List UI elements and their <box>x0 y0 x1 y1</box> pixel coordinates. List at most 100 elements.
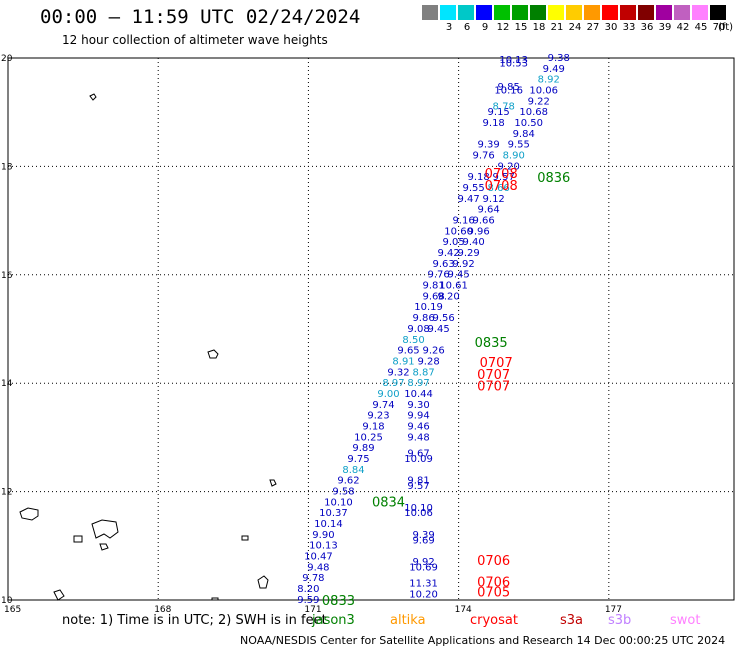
x-tick-label: 168 <box>154 605 171 615</box>
legend-swatch <box>674 5 690 20</box>
legend-label: 9 <box>481 22 489 33</box>
y-tick-label: 12 <box>1 488 12 498</box>
wave-height-label: 9.12 <box>483 194 505 205</box>
wave-height-label: 9.55 <box>508 140 530 151</box>
wave-height-label: 9.39 <box>478 140 500 151</box>
legend-label: 30 <box>604 22 618 33</box>
pass-time-label: 0708 <box>485 179 518 194</box>
wave-height-label: 9.89 <box>352 443 374 454</box>
wave-height-label: 8.92 <box>538 75 560 86</box>
wave-height-label: 9.16 <box>452 216 474 227</box>
legend-label: 27 <box>586 22 600 33</box>
wave-height-label: 9.23 <box>367 411 389 422</box>
wave-height-label: 9.38 <box>548 53 570 64</box>
wave-height-label: 10.69 <box>409 562 438 573</box>
legend-label: 18 <box>532 22 546 33</box>
satellite-name: swot <box>670 613 701 628</box>
legend-swatch <box>656 5 672 20</box>
wave-height-label: 10.06 <box>529 85 558 96</box>
x-tick-label: 177 <box>605 605 622 615</box>
grid-lines <box>7 57 734 601</box>
legend-label: 42 <box>676 22 690 33</box>
axis-ticks: 165 168 171 174 177 10 12 14 16 18 20 <box>1 54 622 615</box>
legend-swatch <box>440 5 456 20</box>
wave-height-label: 9.46 <box>407 421 429 432</box>
wave-height-label: 9.45 <box>427 324 449 335</box>
wave-height-label: 10.68 <box>519 107 548 118</box>
wave-height-label: 10.61 <box>439 281 468 292</box>
wave-height-label: 9.92 <box>452 259 474 270</box>
wave-height-label: 10.37 <box>319 508 348 519</box>
wave-height-label: 9.42 <box>437 248 459 259</box>
wave-height-label: 10.50 <box>514 118 543 129</box>
wave-height-label: 10.10 <box>404 503 433 514</box>
wave-height-label: 9.64 <box>478 205 500 216</box>
wave-height-label: 9.75 <box>347 454 369 465</box>
wave-height-label: 9.05 <box>442 237 464 248</box>
legend-swatch <box>476 5 492 20</box>
wave-height-label: 9.00 <box>377 389 399 400</box>
island-outline <box>89 93 97 101</box>
wave-height-label: 8.91 <box>392 356 414 367</box>
wave-height-label: 10.10 <box>324 497 353 508</box>
wave-height-label: 9.20 <box>498 161 520 172</box>
wave-height-label: 9.84 <box>513 129 535 140</box>
wave-height-label: 8.20 <box>297 584 319 595</box>
wave-height-label: 10.47 <box>304 552 333 563</box>
wave-height-label: 9.69 <box>412 535 434 546</box>
legend-label: 24 <box>568 22 582 33</box>
wave-height-label: 9.56 <box>432 313 454 324</box>
wave-height-label: 9.48 <box>407 432 429 443</box>
legend-swatch <box>602 5 618 20</box>
satellite-name: s3a <box>560 613 584 628</box>
wave-height-label: 8.50 <box>402 335 424 346</box>
wave-height-label: 9.29 <box>458 248 480 259</box>
wave-height-label: 10.06 <box>404 508 433 519</box>
legend-label: 36 <box>640 22 654 33</box>
y-tick-label: 20 <box>1 54 13 64</box>
wave-height-label: 9.59 <box>297 595 319 606</box>
wave-height-label: 9.92 <box>412 557 434 568</box>
y-tick-label: 10 <box>1 596 13 606</box>
wave-height-label: 9.65 <box>397 346 419 357</box>
island-outline <box>53 589 65 601</box>
legend-swatch <box>638 5 654 20</box>
wave-height-label: 9.85 <box>498 82 520 93</box>
wave-height-label: 8.84 <box>342 465 364 476</box>
legend-swatch <box>422 5 438 20</box>
wave-height-label: 9.39 <box>412 530 434 541</box>
chart-title: 00:00 — 11:59 UTC 02/24/2024 <box>40 6 361 28</box>
wave-height-label: 9.18 <box>362 421 384 432</box>
wave-height-label: 8.97 <box>382 378 404 389</box>
wave-height-label: 9.94 <box>407 411 429 422</box>
island-outline <box>99 543 109 551</box>
pass-time-label: 0833 <box>322 594 355 609</box>
legend-swatch <box>710 5 726 20</box>
pass-time-label: 0707 <box>477 368 510 383</box>
legend-label: 15 <box>514 22 528 33</box>
wave-height-label: 9.49 <box>543 64 565 75</box>
legend-label: 70 <box>712 22 726 33</box>
wave-height-label: 9.48 <box>307 562 329 573</box>
wave-height-label: 9.67 <box>407 449 429 460</box>
wave-height-label: 9.90 <box>312 530 334 541</box>
wave-height-label: 9.30 <box>407 400 429 411</box>
legend-swatch <box>458 5 474 20</box>
wave-height-label: 9.57 <box>493 172 515 183</box>
satellite-name: jason3 <box>312 613 355 628</box>
wave-height-label: 10.19 <box>414 302 443 313</box>
island-outline <box>19 507 39 521</box>
wave-height-label: 9.68 <box>422 291 444 302</box>
wave-height-label: 10.13 <box>309 541 338 552</box>
island-outline <box>207 349 219 359</box>
pass-time-label: 0835 <box>475 336 508 351</box>
wave-height-label: 10.20 <box>409 589 438 600</box>
wave-height-label: 9.96 <box>468 226 490 237</box>
wave-height-label: 9.15 <box>488 107 510 118</box>
wave-height-label: 8.90 <box>503 150 525 161</box>
wave-height-label: 10.44 <box>404 389 433 400</box>
legend-swatch <box>584 5 600 20</box>
legend-label: 12 <box>496 22 510 33</box>
wave-height-label: 10.09 <box>404 454 433 465</box>
wave-height-label: 9.26 <box>422 346 444 357</box>
